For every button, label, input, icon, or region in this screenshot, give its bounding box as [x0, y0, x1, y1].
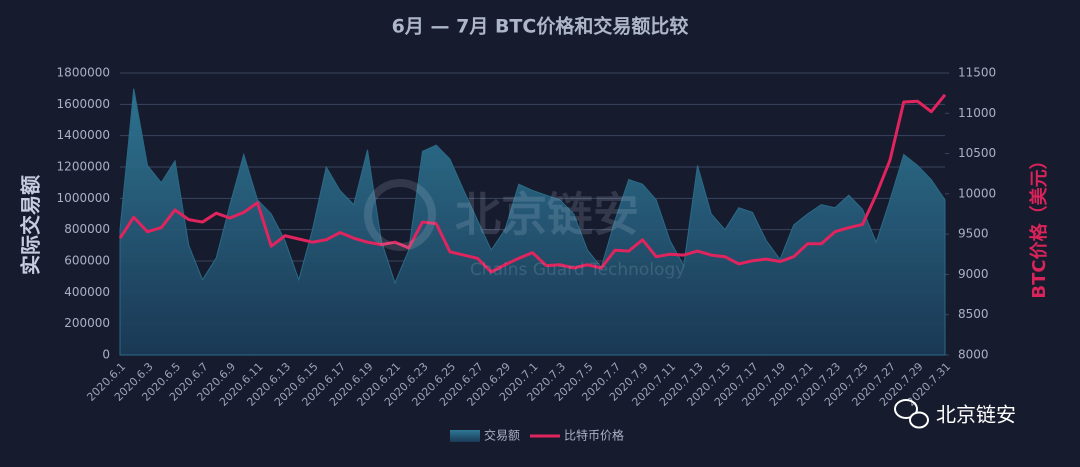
- y-tick-label: 1200000: [57, 160, 110, 174]
- y-tick-label: 0: [102, 348, 110, 362]
- y-tick-label: 1400000: [57, 128, 110, 142]
- y2-tick-label: 8000: [958, 348, 989, 362]
- legend-swatch: [450, 430, 480, 442]
- y2-tick-label: 9000: [958, 267, 989, 281]
- y-tick-label: 800000: [64, 222, 110, 236]
- brand-text: 北京链安: [936, 403, 1016, 427]
- y-tick-label: 600000: [64, 254, 110, 268]
- y2-tick-label: 8500: [958, 307, 989, 321]
- legend-label: 比特币价格: [564, 428, 624, 443]
- y-tick-label: 1800000: [57, 66, 110, 80]
- y2-tick-label: 11500: [958, 66, 996, 80]
- y2-tick-label: 9500: [958, 227, 989, 241]
- chart-title: 6月 — 7月 BTC价格和交易额比较: [392, 15, 689, 38]
- brand-icon: [909, 411, 929, 429]
- area: [119, 88, 946, 356]
- brand: 北京链安: [894, 399, 1016, 429]
- legend-label: 交易额: [484, 428, 520, 443]
- y-tick-label: 400000: [64, 285, 110, 299]
- watermark-logo: [364, 179, 436, 251]
- watermark: 北京链安 Chains Guard Technology: [364, 179, 685, 280]
- y-axis-title: 实际交易额: [19, 175, 43, 275]
- y-tick-label: 1600000: [57, 97, 110, 111]
- brand-icon: [894, 399, 918, 419]
- line: [118, 93, 947, 274]
- y2-tick-label: 11000: [958, 106, 996, 120]
- y2-tick-label: 10000: [958, 186, 996, 200]
- y2-tick-label: 10500: [958, 146, 996, 160]
- y-tick-label: 1000000: [57, 191, 110, 205]
- y-tick-label: 200000: [64, 316, 110, 330]
- y2-axis-title: BTC价格（美元）: [1028, 151, 1050, 298]
- watermark-subtext: Chains Guard Technology: [470, 260, 685, 280]
- watermark-text: 北京链安: [455, 188, 639, 242]
